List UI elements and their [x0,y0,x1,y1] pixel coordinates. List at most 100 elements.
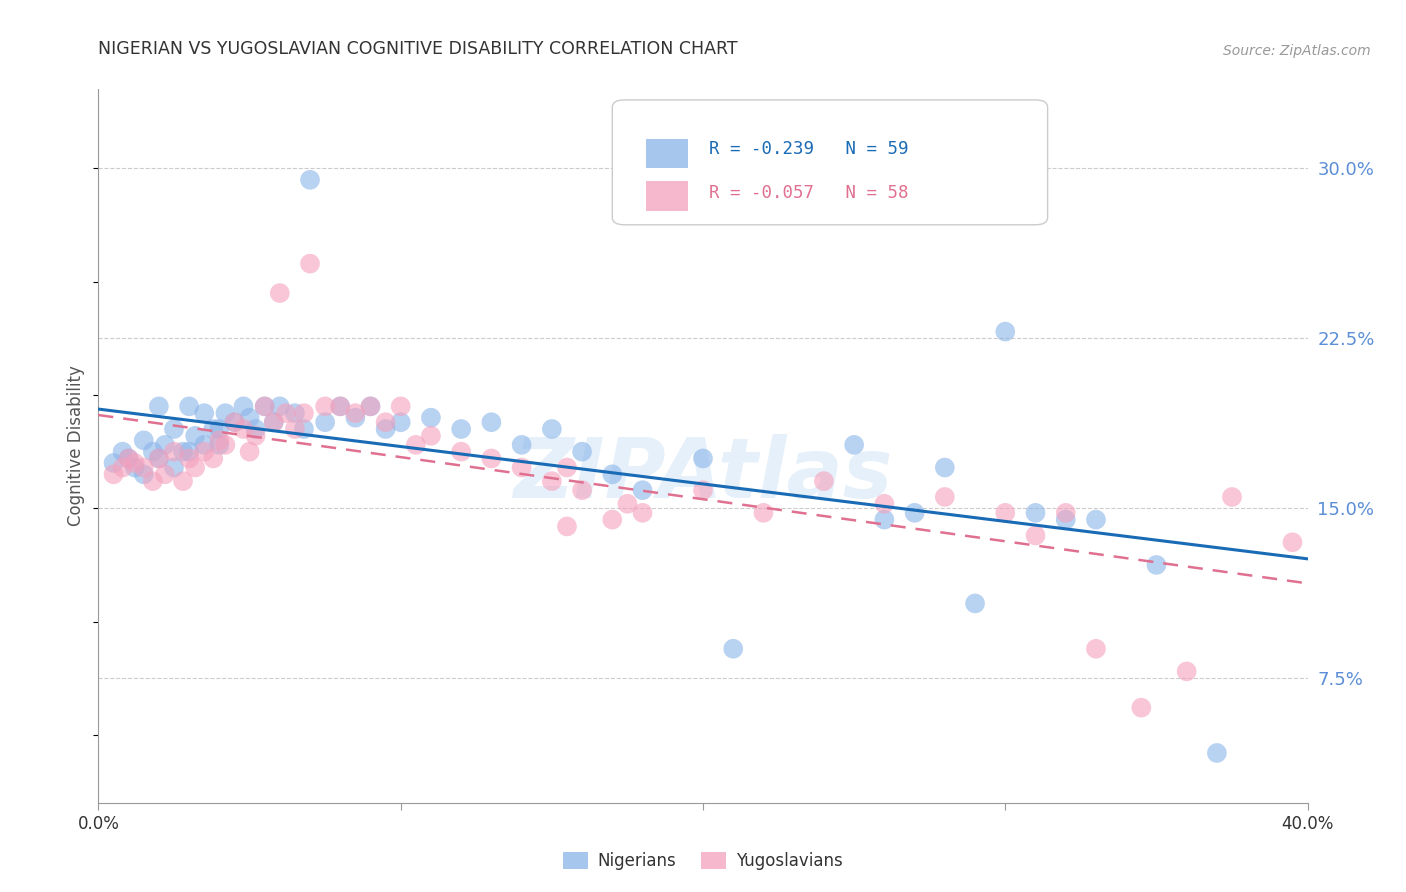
Point [420,410,443,425]
Point [314,415,336,429]
Point [873,513,896,527]
Point [193,444,215,458]
Point [1281,535,1303,549]
FancyBboxPatch shape [647,138,689,169]
Point [124,460,146,475]
Point [292,422,315,436]
Point [153,467,176,482]
Point [163,460,186,475]
FancyBboxPatch shape [613,100,1047,225]
Point [292,406,315,420]
Point [148,451,170,466]
Point [245,422,267,436]
Point [253,400,276,414]
Point [132,467,155,482]
Point [420,429,443,443]
Point [284,422,307,436]
Point [184,429,207,443]
Point [360,400,382,414]
Point [284,406,307,420]
Point [253,400,276,414]
Point [616,497,638,511]
Point [510,438,533,452]
Point [374,422,396,436]
Point [214,406,236,420]
Point [555,460,578,475]
Point [481,451,503,466]
Point [274,406,297,420]
Point [994,325,1017,339]
Point [813,474,835,488]
Point [172,444,194,458]
Point [631,483,654,498]
Point [510,460,533,475]
Point [179,451,201,466]
Point [1024,506,1046,520]
Point [602,513,624,527]
Point [103,467,125,482]
Point [934,490,956,504]
Point [1130,700,1153,714]
Point [148,451,170,466]
Point [540,422,562,436]
Point [111,444,134,458]
Point [299,257,322,271]
Point [124,456,146,470]
Point [111,460,134,475]
Point [214,438,236,452]
Point [142,444,165,458]
Point [314,400,336,414]
Point [232,400,254,414]
Point [245,429,267,443]
Point [329,400,352,414]
Point [329,400,352,414]
Point [752,506,775,520]
Point [904,506,927,520]
Point [1054,513,1077,527]
Point [602,467,624,482]
Point [1085,641,1108,656]
Point [723,641,745,656]
Point [1054,506,1077,520]
Point [208,422,231,436]
Point [163,444,186,458]
Point [224,415,246,429]
Point [224,415,246,429]
Point [172,474,194,488]
Point [344,406,367,420]
Point [179,444,201,458]
Point [269,286,291,301]
Point [1175,665,1198,679]
Point [232,422,254,436]
Legend: Nigerians, Yugoslavians: Nigerians, Yugoslavians [557,845,849,877]
Point [103,456,125,470]
Point [873,497,896,511]
Point [571,444,593,458]
Point [269,400,291,414]
Point [631,506,654,520]
Point [540,474,562,488]
Point [571,483,593,498]
Point [263,415,285,429]
Point [299,173,322,187]
Point [132,460,155,475]
Point [1024,528,1046,542]
Point [148,400,170,414]
Point [132,434,155,448]
Text: NIGERIAN VS YUGOSLAVIAN COGNITIVE DISABILITY CORRELATION CHART: NIGERIAN VS YUGOSLAVIAN COGNITIVE DISABI… [98,40,738,58]
Point [344,410,367,425]
Point [193,406,215,420]
Point [184,460,207,475]
Text: R = -0.239   N = 59: R = -0.239 N = 59 [709,140,908,158]
Point [179,400,201,414]
Point [934,460,956,475]
Point [193,438,215,452]
Point [1220,490,1243,504]
Point [844,438,866,452]
Y-axis label: Cognitive Disability: Cognitive Disability [67,366,86,526]
Point [142,474,165,488]
Point [692,451,714,466]
Point [239,444,262,458]
Point [263,415,285,429]
Point [153,438,176,452]
